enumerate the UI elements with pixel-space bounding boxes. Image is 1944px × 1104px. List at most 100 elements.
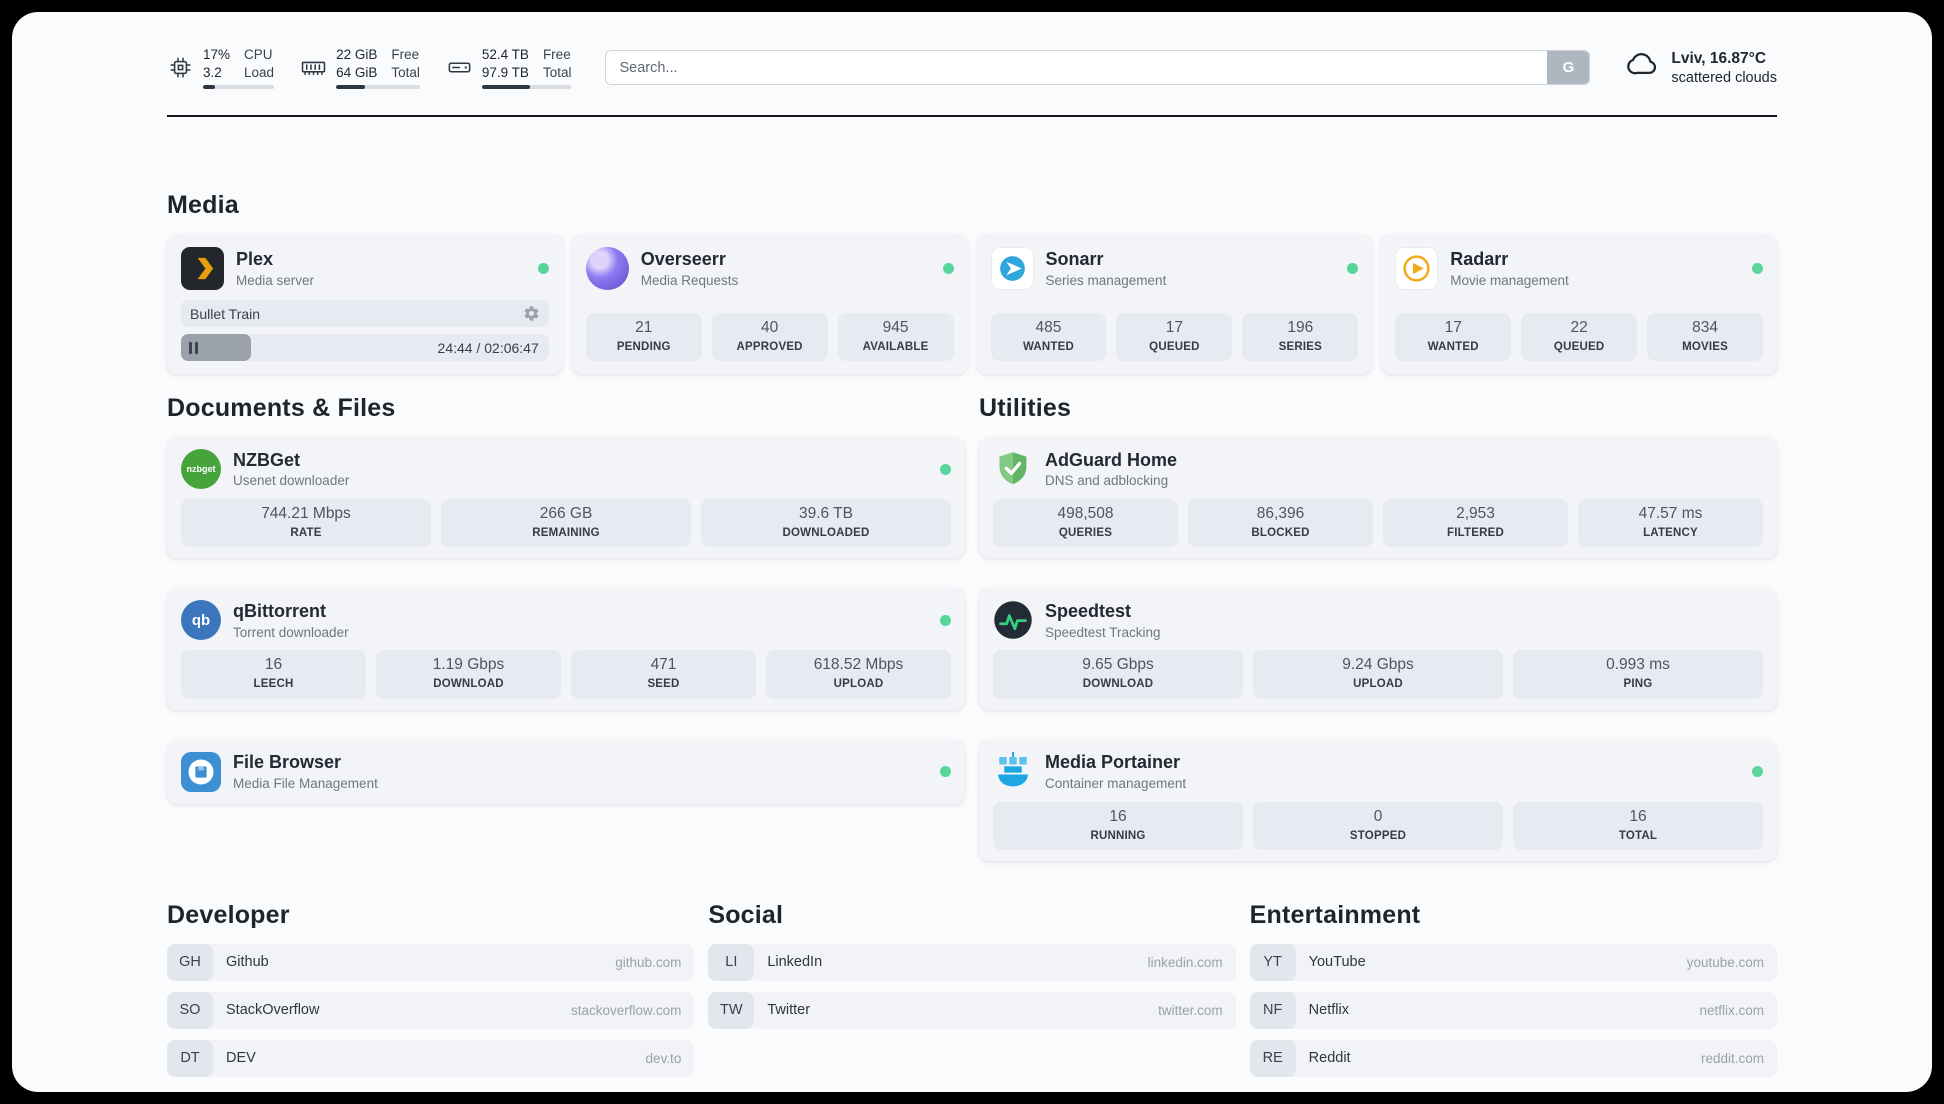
disk-drive-icon: [446, 54, 473, 81]
disk-free: 52.4 TB: [481, 47, 529, 62]
stat-block: 16 LEECH: [181, 650, 366, 699]
memory-label-bottom: Total: [391, 64, 420, 80]
disk-bar: [481, 85, 572, 90]
stat-block: 0.993 ms PING: [1513, 650, 1763, 699]
service-card-radarr[interactable]: Radarr Movie management 17 WANTED 22 QUE…: [1381, 234, 1777, 375]
memory-total: 64 GiB: [336, 64, 378, 80]
service-name: NZBGet: [233, 449, 300, 470]
service-description: Container management: [1045, 776, 1187, 792]
entertainment-column: Entertainment YT YouTube youtube.com NF …: [1249, 900, 1777, 1077]
service-card-plex[interactable]: Plex Media server Bullet Train 24:44 / 0: [167, 234, 563, 375]
developer-column: Developer GH Github github.com SO StackO…: [167, 900, 695, 1077]
topbar-divider: [167, 115, 1777, 118]
bookmark-dev[interactable]: DT DEV dev.to: [167, 1039, 695, 1077]
bookmark-reddit[interactable]: RE Reddit reddit.com: [1249, 1039, 1777, 1077]
service-description: Media Requests: [640, 272, 739, 288]
bookmark-name: LinkedIn: [767, 954, 823, 971]
cpu-bar: [203, 85, 275, 90]
service-name: Radarr: [1450, 249, 1509, 270]
disk-widget: 52.4 TB 97.9 TB Free Total: [446, 46, 572, 90]
service-card-nzbget[interactable]: nzbget NZBGet Usenet downloader 744.21 M…: [167, 437, 965, 559]
service-description: DNS and adblocking: [1045, 473, 1169, 489]
radarr-icon: [1395, 247, 1439, 291]
service-card-qbittorrent[interactable]: qb qBittorrent Torrent downloader 16 LEE…: [167, 588, 965, 710]
adguard-icon: [993, 449, 1033, 489]
service-description: Series management: [1045, 272, 1167, 288]
stat-block: 40 APPROVED: [711, 312, 828, 362]
stat-block: 9.24 Gbps UPLOAD: [1253, 650, 1503, 699]
bookmark-name: Reddit: [1308, 1050, 1351, 1067]
weather-location: Lviv, 16.87°C: [1671, 49, 1767, 67]
bookmark-abbr: TW: [708, 991, 755, 1029]
bookmark-twitter[interactable]: TW Twitter twitter.com: [708, 991, 1236, 1029]
bookmark-url: reddit.com: [1700, 1050, 1764, 1066]
bookmark-netflix[interactable]: NF Netflix netflix.com: [1249, 991, 1777, 1029]
bookmark-name: DEV: [226, 1050, 256, 1067]
stat-block: 21 PENDING: [585, 312, 702, 362]
section-title-developer: Developer: [167, 900, 290, 929]
stat-block: 16 RUNNING: [993, 801, 1243, 850]
service-card-portainer[interactable]: Media Portainer Container management 16 …: [979, 739, 1777, 861]
stat-block: 22 QUEUED: [1521, 312, 1638, 362]
service-name: qBittorrent: [233, 601, 326, 622]
stat-block: 266 GB REMAINING: [441, 499, 691, 548]
stat-block: 16 TOTAL: [1513, 801, 1763, 850]
bookmark-url: github.com: [615, 954, 682, 970]
search-bar: G: [605, 50, 1591, 86]
utilities-column: Utilities AdGuard Home: [979, 394, 1777, 861]
bookmark-abbr: SO: [167, 991, 213, 1029]
bookmark-abbr: LI: [708, 943, 755, 981]
cloud-icon: [1624, 47, 1660, 88]
stat-block: 47.57 ms LATENCY: [1578, 499, 1763, 548]
section-title-entertainment: Entertainment: [1249, 900, 1421, 929]
disk-total: 97.9 TB: [481, 64, 529, 80]
bookmark-name: Twitter: [767, 1002, 811, 1019]
gear-icon[interactable]: [523, 305, 540, 322]
service-name: Speedtest: [1045, 601, 1132, 622]
sonarr-icon: [990, 247, 1034, 291]
stat-block: 618.52 Mbps UPLOAD: [766, 650, 951, 699]
stat-block: 39.6 TB DOWNLOADED: [701, 499, 951, 548]
bookmark-abbr: YT: [1249, 943, 1296, 981]
progress-fill: [181, 334, 251, 362]
memory-bar: [336, 85, 420, 90]
dashboard-panel: 17% 3.2 CPU Load: [12, 12, 1932, 1092]
stat-block: 834 MOVIES: [1647, 312, 1764, 362]
bookmark-github[interactable]: GH Github github.com: [167, 943, 695, 981]
stat-block: 1.19 Gbps DOWNLOAD: [376, 650, 561, 699]
stat-block: 17 QUEUED: [1116, 312, 1233, 362]
service-card-filebrowser[interactable]: File Browser Media File Management: [167, 739, 965, 804]
bookmark-abbr: RE: [1249, 1039, 1296, 1077]
search-provider-button[interactable]: G: [1547, 51, 1590, 85]
topbar: 17% 3.2 CPU Load: [167, 12, 1777, 90]
bookmark-abbr: NF: [1249, 991, 1296, 1029]
service-name: Sonarr: [1045, 249, 1104, 270]
service-card-speedtest[interactable]: Speedtest Speedtest Tracking 9.65 Gbps D…: [979, 588, 1777, 710]
service-description: Movie management: [1450, 272, 1569, 288]
qbittorrent-icon: qb: [181, 600, 221, 641]
stat-block: 0 STOPPED: [1253, 801, 1503, 850]
section-title-documents: Documents & Files: [167, 394, 396, 423]
bookmark-linkedin[interactable]: LI LinkedIn linkedin.com: [708, 943, 1236, 981]
stat-block: 196 SERIES: [1242, 312, 1359, 362]
social-column: Social LI LinkedIn linkedin.com TW Twitt…: [708, 901, 1236, 1029]
memory-label-top: Free: [391, 47, 420, 62]
search-input[interactable]: [605, 50, 1591, 86]
stat-block: 2,953 FILTERED: [1383, 499, 1568, 548]
media-section: Media Plex Media server Bullet Train: [167, 191, 1777, 375]
plex-icon: [181, 247, 224, 291]
section-title-media: Media: [167, 191, 239, 220]
memory-ram-icon: [300, 54, 327, 81]
pause-icon: [189, 341, 198, 354]
service-card-overseerr[interactable]: Overseerr Media Requests 21 PENDING 40 A…: [571, 234, 968, 375]
service-card-adguard[interactable]: AdGuard Home DNS and adblocking 498,508 …: [979, 437, 1777, 559]
service-card-sonarr[interactable]: Sonarr Series management 485 WANTED 17 Q…: [976, 234, 1373, 375]
filebrowser-icon: [181, 751, 221, 792]
service-name: Media Portainer: [1045, 752, 1181, 773]
cpu-label-bottom: Load: [244, 64, 275, 80]
status-dot: [1347, 263, 1359, 275]
bookmark-stackoverflow[interactable]: SO StackOverflow stackoverflow.com: [167, 991, 695, 1029]
cpu-chip-icon: [167, 54, 194, 81]
stat-block: 86,396 BLOCKED: [1188, 499, 1373, 548]
bookmark-youtube[interactable]: YT YouTube youtube.com: [1249, 943, 1777, 981]
